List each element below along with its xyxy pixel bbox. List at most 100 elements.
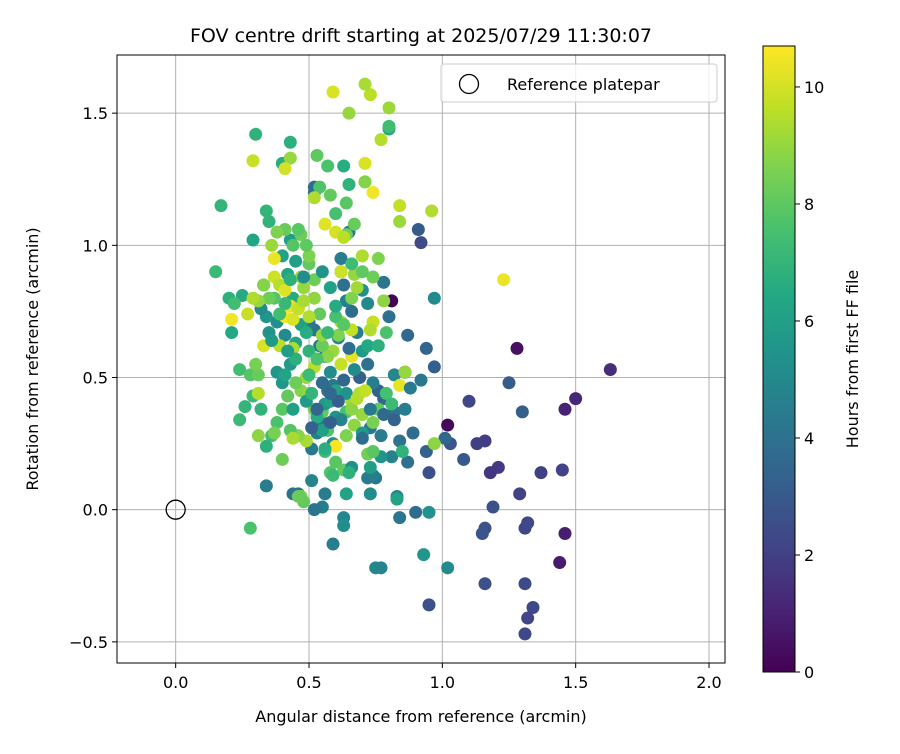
- data-point: [475, 526, 489, 540]
- x-tick-label: 2.0: [696, 673, 721, 692]
- data-point: [334, 265, 348, 279]
- colorbar-label: Hours from first FF file: [843, 270, 862, 449]
- data-point: [329, 310, 343, 324]
- data-point: [497, 273, 511, 287]
- data-point: [358, 384, 372, 398]
- reference-platepar-marker: [165, 499, 186, 520]
- data-point: [289, 352, 303, 366]
- data-point: [249, 127, 263, 141]
- x-axis-ticks: 0.0 0.5 1.0 1.5 2.0: [163, 663, 722, 692]
- data-point: [281, 389, 295, 403]
- data-point: [297, 294, 311, 308]
- data-point: [371, 252, 385, 266]
- data-point: [337, 230, 351, 244]
- data-point: [286, 431, 300, 445]
- data-point: [385, 450, 399, 464]
- data-point: [355, 431, 369, 445]
- data-point: [310, 148, 324, 162]
- data-point: [470, 437, 484, 451]
- y-tick-label: 1.5: [83, 104, 108, 123]
- data-point: [603, 363, 617, 377]
- data-point: [510, 341, 524, 355]
- data-point: [337, 278, 351, 292]
- y-tick-label: 0.0: [83, 501, 108, 520]
- data-point: [347, 363, 361, 377]
- data-point: [486, 500, 500, 514]
- legend-box: [440, 63, 718, 103]
- colorbar-ticks: 0 2 4 6 8 10: [795, 78, 824, 682]
- data-point: [334, 413, 348, 427]
- data-point: [289, 376, 303, 390]
- data-point: [246, 291, 260, 305]
- data-point: [345, 291, 359, 305]
- data-point: [385, 397, 399, 411]
- data-point: [310, 352, 324, 366]
- data-point: [403, 381, 417, 395]
- legend-label: Reference platepar: [507, 75, 660, 94]
- data-point: [326, 537, 340, 551]
- data-point: [270, 415, 284, 429]
- data-point: [326, 468, 340, 482]
- data-point: [286, 402, 300, 416]
- data-point: [342, 106, 356, 120]
- data-point: [323, 365, 337, 379]
- data-point: [313, 307, 327, 321]
- data-point: [521, 516, 535, 530]
- data-point: [315, 376, 329, 390]
- data-point: [345, 304, 359, 318]
- data-point: [478, 577, 492, 591]
- data-points: [209, 77, 617, 641]
- data-point: [323, 281, 337, 295]
- data-point: [307, 503, 321, 517]
- data-point: [318, 442, 332, 456]
- data-point: [513, 487, 527, 501]
- colorbar-tick-label: 2: [804, 546, 814, 565]
- data-point: [313, 180, 327, 194]
- data-point: [355, 265, 369, 279]
- data-point: [427, 360, 441, 374]
- data-point: [267, 426, 281, 440]
- data-point: [363, 487, 377, 501]
- data-point: [569, 392, 583, 406]
- data-point: [363, 460, 377, 474]
- data-point: [329, 299, 343, 313]
- data-point: [305, 474, 319, 488]
- data-point: [259, 479, 273, 493]
- data-point: [382, 310, 396, 324]
- data-point: [307, 273, 321, 287]
- data-point: [249, 357, 263, 371]
- data-point: [382, 119, 396, 133]
- data-point: [265, 333, 279, 347]
- data-point: [278, 283, 292, 297]
- data-point: [209, 265, 223, 279]
- data-point: [302, 344, 316, 358]
- data-point: [422, 466, 436, 480]
- data-point: [398, 365, 412, 379]
- data-point: [326, 85, 340, 99]
- x-axis-label: Angular distance from reference (arcmin): [255, 707, 586, 726]
- data-point: [427, 291, 441, 305]
- data-point: [329, 207, 343, 221]
- data-point: [393, 215, 407, 229]
- data-point: [350, 281, 364, 295]
- data-point: [366, 270, 380, 284]
- data-point: [406, 426, 420, 440]
- data-point: [273, 307, 287, 321]
- data-point: [310, 402, 324, 416]
- data-point: [297, 281, 311, 295]
- data-point: [233, 363, 247, 377]
- data-point: [502, 376, 516, 390]
- data-point: [382, 101, 396, 115]
- data-point: [225, 312, 239, 326]
- data-point: [305, 386, 319, 400]
- data-point: [361, 357, 375, 371]
- data-point: [393, 199, 407, 213]
- data-point: [225, 326, 239, 340]
- data-point: [337, 373, 351, 387]
- data-point: [374, 561, 388, 575]
- data-point: [361, 296, 375, 310]
- data-point: [235, 289, 249, 303]
- data-point: [398, 402, 412, 416]
- data-point: [339, 429, 353, 443]
- data-point: [401, 328, 415, 342]
